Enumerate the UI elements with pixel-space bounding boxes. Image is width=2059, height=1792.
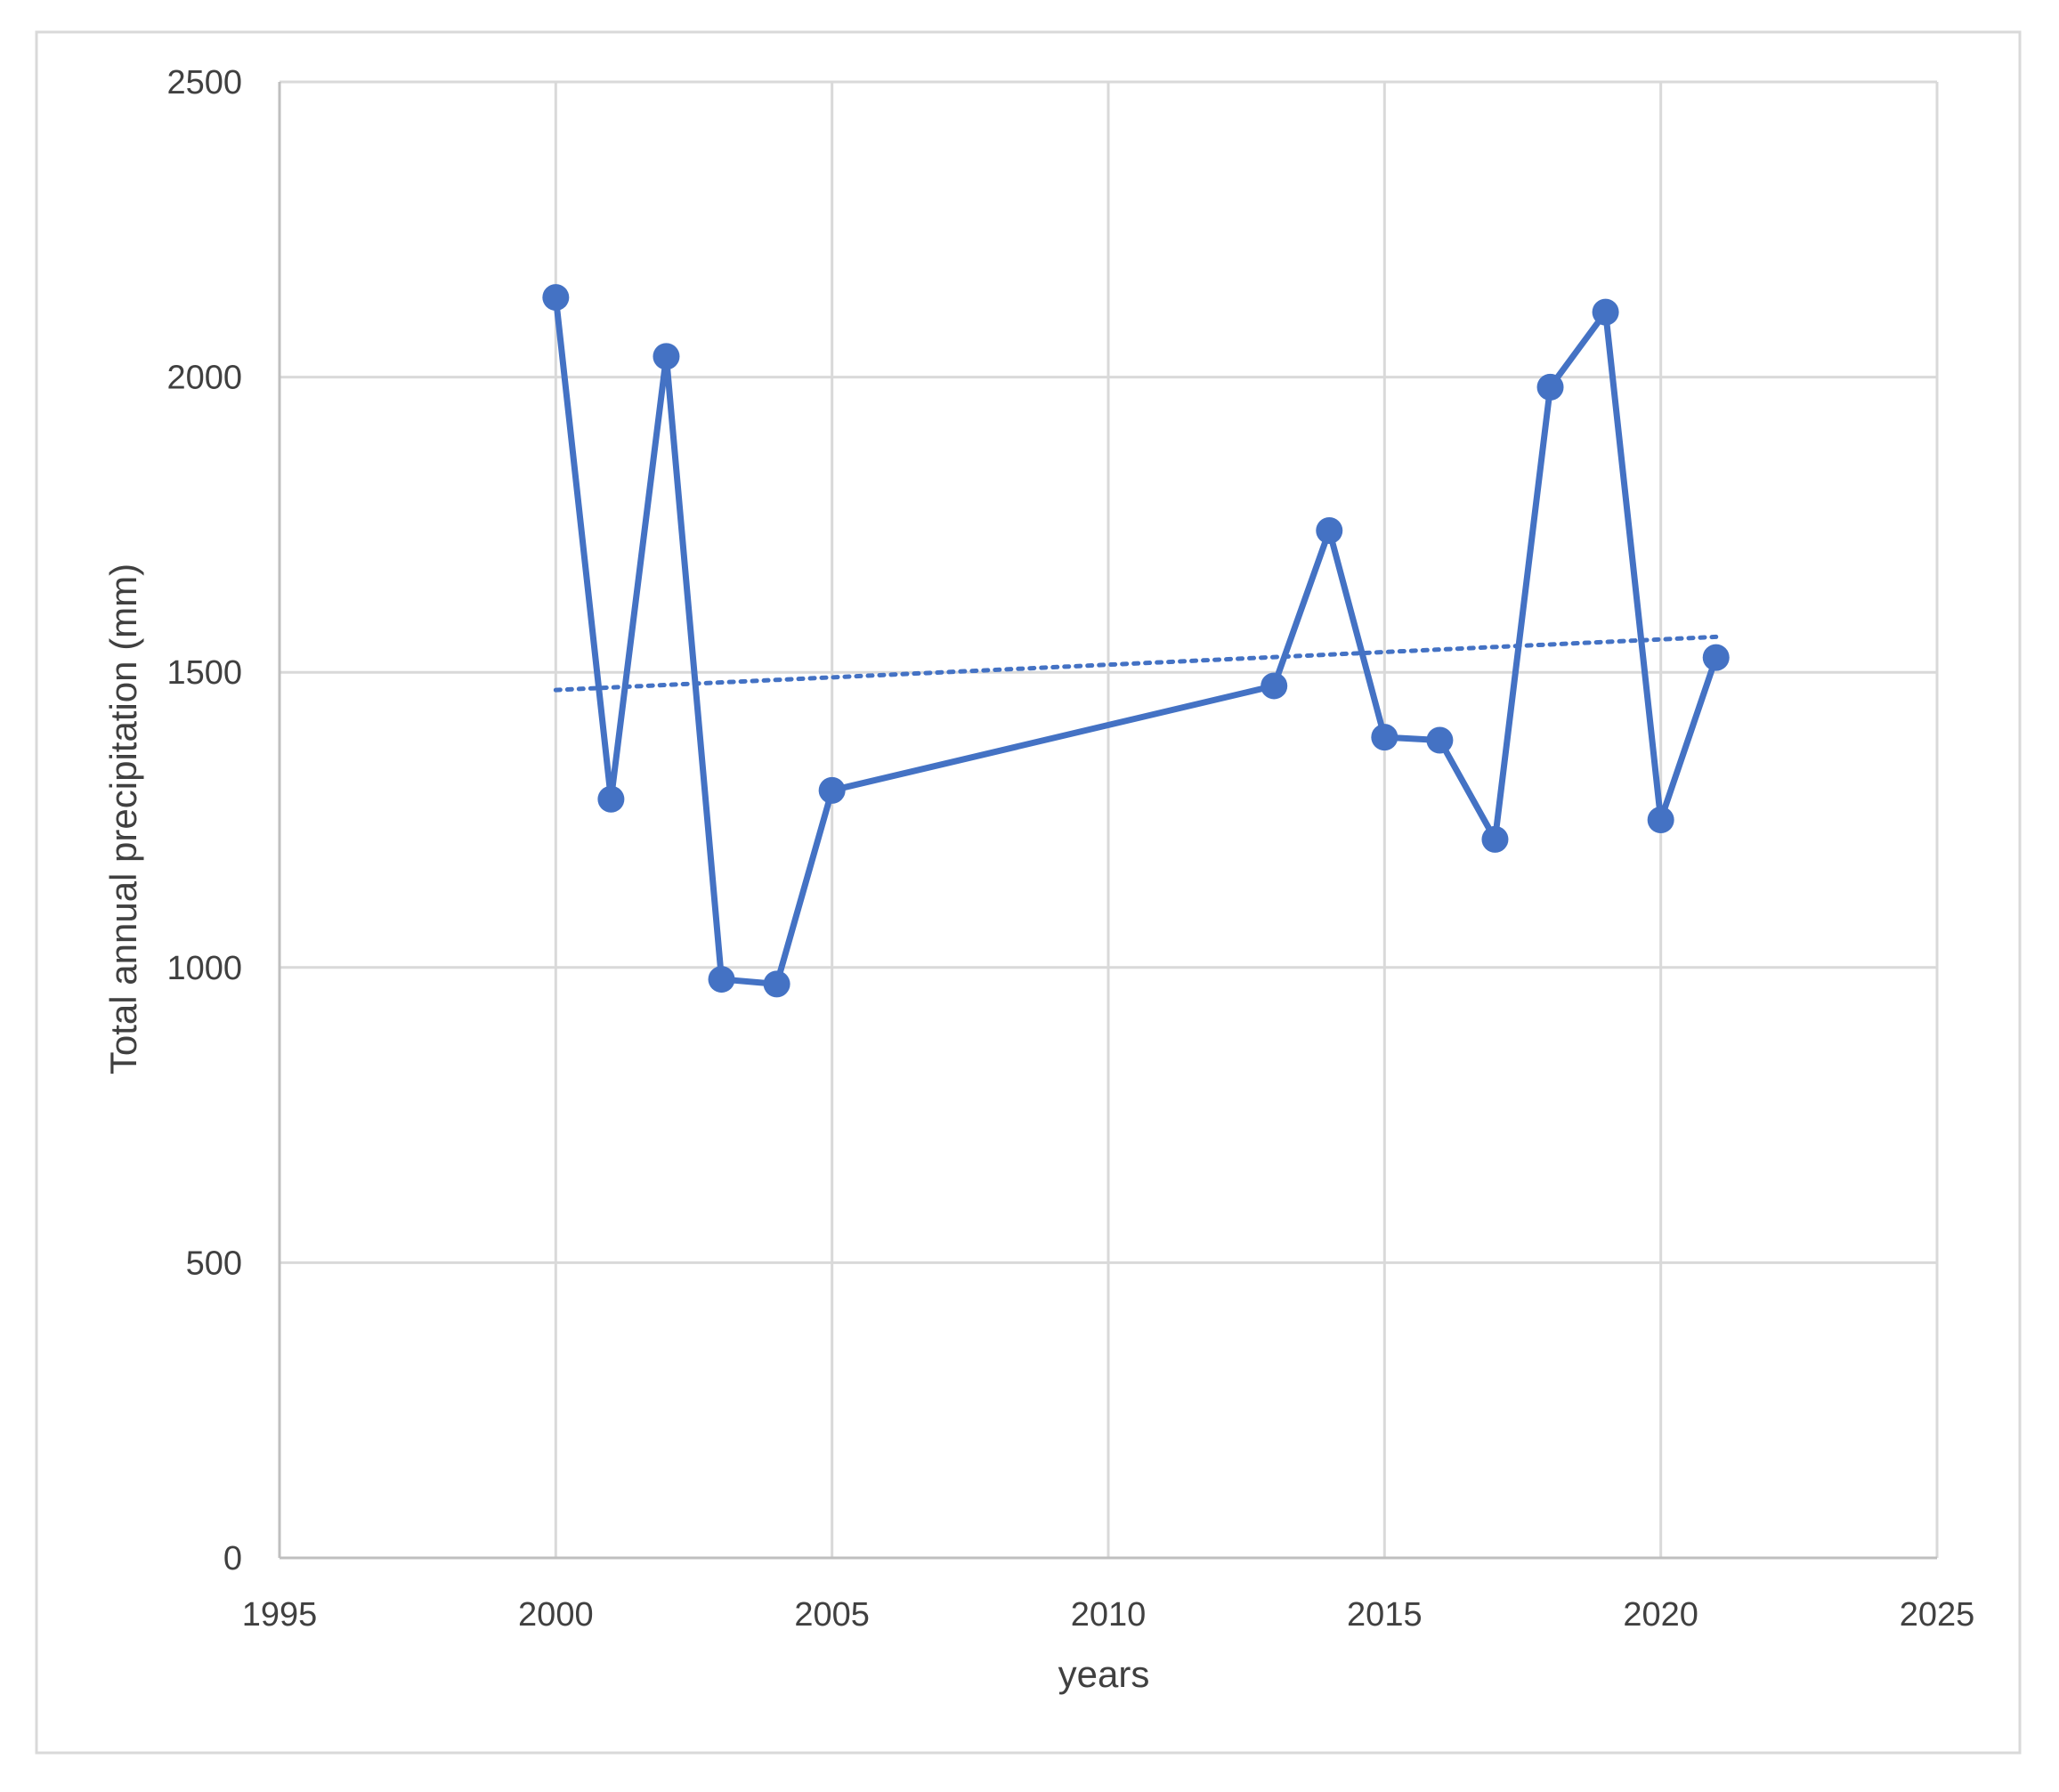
x-tick-label: 2020 (1623, 1596, 1698, 1634)
y-axis-title: Total annual precipitation (mm) (102, 564, 144, 1074)
x-tick-label: 2005 (794, 1596, 870, 1634)
data-point (1426, 726, 1454, 754)
data-point (1702, 644, 1730, 671)
x-axis-title: years (1058, 1653, 1150, 1695)
data-point (763, 970, 790, 998)
x-tick-label: 1995 (242, 1596, 318, 1634)
data-point (818, 776, 846, 804)
x-tick-label: 2015 (1347, 1596, 1423, 1634)
y-tick-label: 1500 (166, 654, 242, 692)
data-point (708, 966, 735, 993)
data-point (1647, 807, 1674, 833)
y-tick-label: 0 (223, 1540, 242, 1577)
y-tick-label: 500 (186, 1245, 242, 1282)
data-point (1371, 724, 1398, 751)
axes (278, 82, 1937, 1560)
data-point (542, 284, 570, 312)
tick-labels: 1995 2000 2005 2010 2015 2020 2025 0 500 1000 1500… (166, 64, 1974, 1634)
data-point (1592, 298, 1619, 326)
y-tick-label: 2000 (166, 360, 242, 397)
trendline (553, 634, 1719, 693)
data-point (597, 785, 625, 813)
data-point (1536, 373, 1564, 401)
series-group (542, 284, 1730, 998)
data-point (1481, 825, 1509, 853)
data-point (1261, 672, 1288, 700)
x-tick-label: 2010 (1071, 1596, 1147, 1634)
data-point (1316, 517, 1343, 545)
y-tick-label: 1000 (166, 950, 242, 987)
trendline-group (553, 634, 1719, 693)
chart-frame (35, 30, 2022, 1755)
x-tick-label: 2025 (1900, 1596, 1975, 1634)
data-point (653, 343, 680, 370)
y-tick-label: 2500 (166, 64, 242, 101)
x-tick-label: 2000 (518, 1596, 594, 1634)
